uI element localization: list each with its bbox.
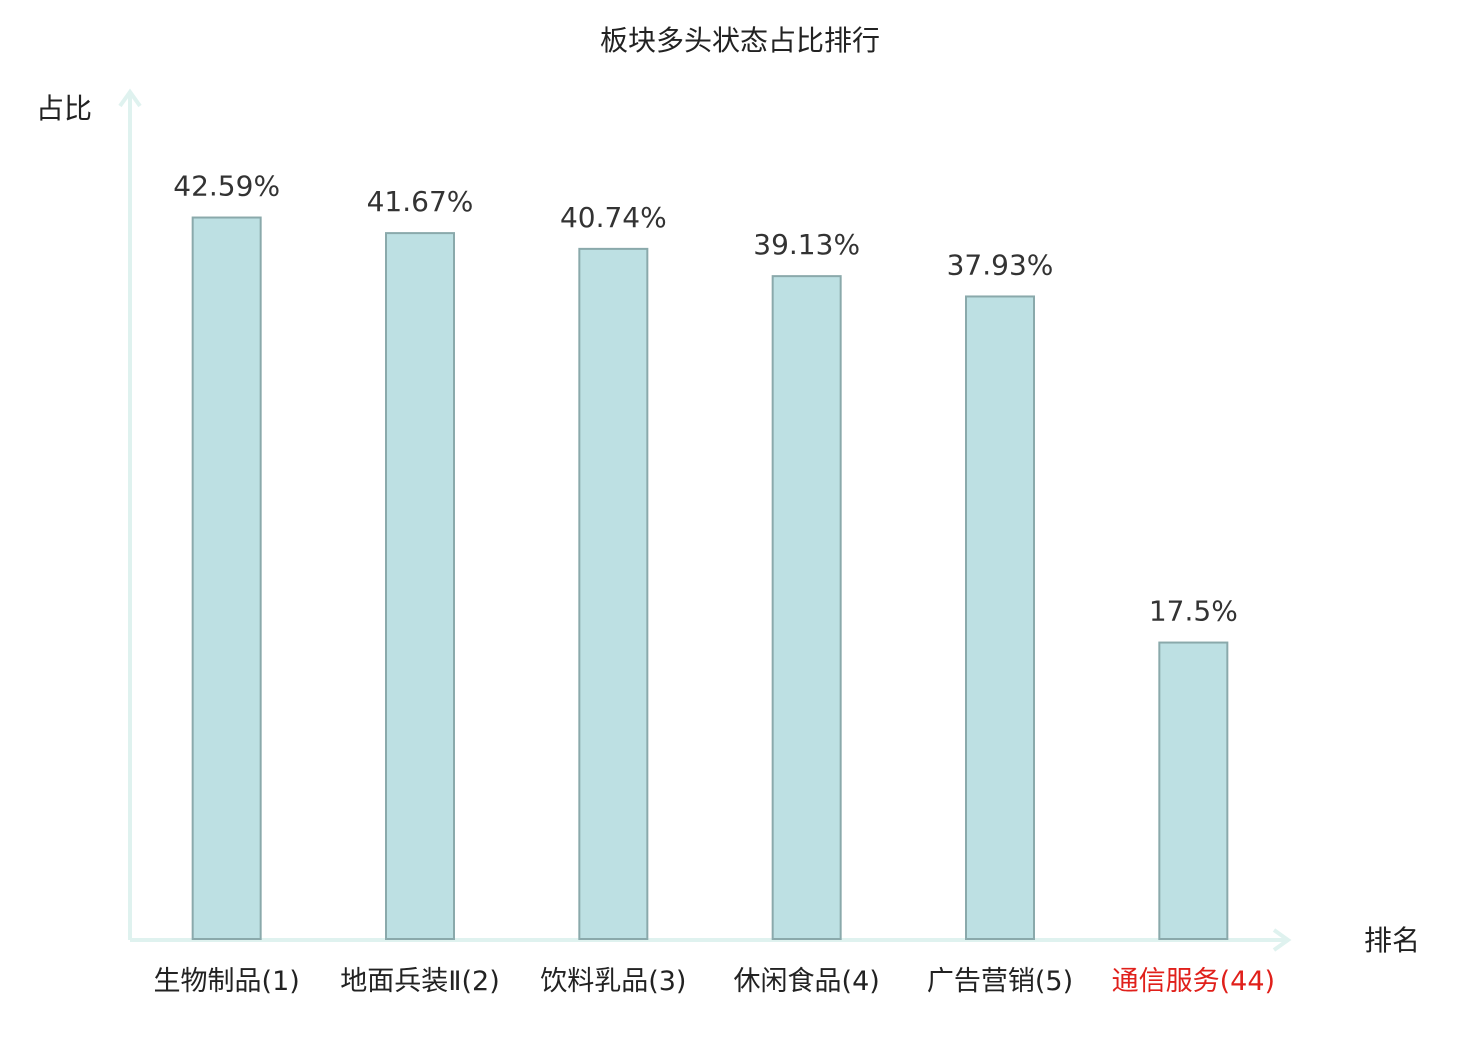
axes bbox=[118, 88, 1292, 952]
value-label: 39.13% bbox=[753, 228, 860, 261]
y-axis-label: 占比 bbox=[36, 92, 92, 125]
bar bbox=[771, 275, 842, 940]
x-tick-label: 休闲食品(4) bbox=[733, 966, 880, 997]
value-label: 17.5% bbox=[1149, 595, 1238, 628]
bar bbox=[385, 232, 455, 940]
bar bbox=[578, 247, 649, 941]
bar bbox=[1158, 641, 1229, 940]
chart-title: 板块多头状态占比排行 bbox=[600, 24, 880, 57]
x-tick-label: 饮料乳品(3) bbox=[540, 966, 687, 997]
value-label: 40.74% bbox=[560, 201, 667, 234]
x-tick-label: 地面兵装Ⅱ(2) bbox=[340, 966, 500, 997]
x-tick-label: 通信服务(44) bbox=[1111, 966, 1276, 997]
x-tick-label: 生物制品(1) bbox=[153, 966, 300, 997]
bar bbox=[965, 295, 1035, 940]
bar bbox=[191, 216, 262, 941]
x-axis-label: 排名 bbox=[1364, 924, 1420, 957]
value-label: 37.93% bbox=[947, 248, 1054, 281]
x-tick-label: 广告营销(5) bbox=[926, 966, 1074, 997]
value-label: 41.67% bbox=[367, 185, 474, 218]
value-label: 42.59% bbox=[173, 170, 280, 203]
